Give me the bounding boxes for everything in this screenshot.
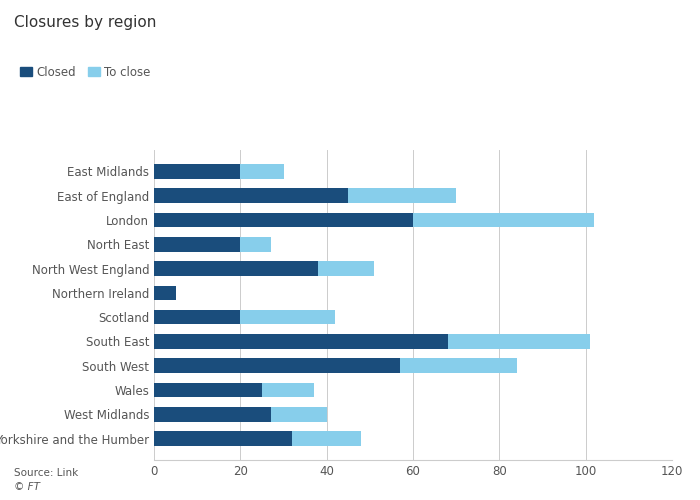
Bar [154,382,262,398]
Bar [154,212,413,228]
Bar [292,432,361,446]
Bar [154,334,447,348]
Bar [154,237,240,252]
Bar [318,262,374,276]
Bar [154,164,240,178]
Bar [349,188,456,203]
Bar [154,262,318,276]
Bar [154,432,292,446]
Bar [262,382,314,398]
Text: Source: Link: Source: Link [14,468,78,477]
Bar [154,286,176,300]
Bar [400,358,517,373]
Bar [154,358,400,373]
Bar [154,188,349,203]
Bar [154,310,240,324]
Bar [270,407,327,422]
Text: Closures by region: Closures by region [14,15,156,30]
Text: © FT: © FT [14,482,40,492]
Bar [154,407,270,422]
Bar [413,212,594,228]
Bar [240,310,335,324]
Bar [240,237,270,252]
Legend: Closed, To close: Closed, To close [20,66,150,79]
Bar [447,334,590,348]
Bar [240,164,284,178]
